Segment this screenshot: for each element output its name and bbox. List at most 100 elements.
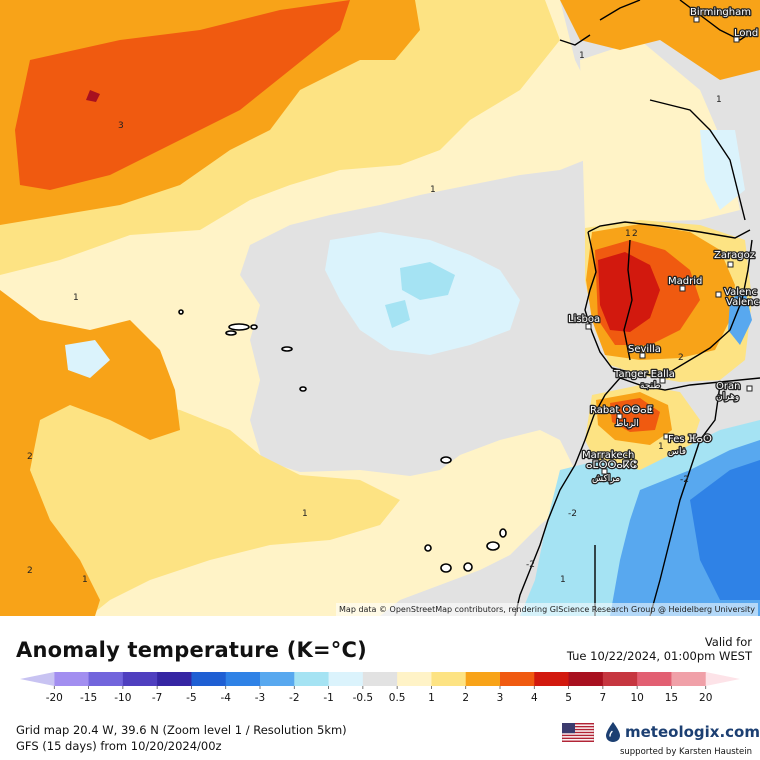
coastline-france: [649, 99, 746, 221]
map-attribution[interactable]: Map data © OpenStreetMap contributors, r…: [336, 603, 758, 616]
color-swatch: [54, 672, 90, 686]
contour-label: 1: [560, 575, 566, 585]
city-label: مراكش: [592, 474, 620, 484]
contour-label: 3: [118, 121, 124, 131]
city-label: Valenc: [726, 297, 759, 308]
border-morocco-algeria: [649, 384, 721, 616]
color-swatch: [20, 672, 55, 686]
contour-label: -2: [526, 560, 535, 570]
color-scale-tick-label: 3: [497, 692, 504, 704]
contour-label: 2: [632, 229, 638, 239]
city-label: Madrid: [668, 276, 702, 287]
island-madeira: [440, 456, 452, 464]
color-swatch: [157, 672, 192, 686]
island-azores-2: [250, 324, 258, 330]
anomaly-zone-mid-blue-atlantic: [400, 262, 455, 300]
color-scale-tick-label: -20: [46, 692, 63, 704]
anomaly-zone-mid-blue-atlantic-2: [385, 300, 410, 328]
color-scale-tick-label: -0.5: [353, 692, 374, 704]
contour-label: 1: [716, 95, 722, 105]
anomaly-zone-orange-uk: [560, 0, 760, 80]
brand-logo[interactable]: meteologix.com: [604, 720, 760, 744]
city-label: Sevilla: [628, 344, 661, 355]
color-scale-tick-label: 2: [462, 692, 469, 704]
brand-name: meteologix.com: [625, 723, 760, 741]
color-scale-tick-label: 1: [428, 692, 435, 704]
contour-label: 2: [678, 353, 684, 363]
city-marker-madrid: [679, 285, 686, 292]
city-label: وهران: [716, 392, 739, 402]
city-label: Fes ⴼⴰⵙ: [668, 434, 712, 445]
contour-label: -2: [680, 475, 689, 485]
color-scale-tick-label: -2: [289, 692, 299, 704]
contour-label: 2: [27, 452, 33, 462]
anomaly-zone-light-blue-west: [65, 340, 110, 378]
color-swatch: [465, 672, 501, 686]
anomaly-zone-light-yellow-2: [580, 40, 740, 230]
island-canary-2: [440, 563, 452, 573]
model-info: GFS (15 days) from 10/20/2024/00z: [16, 739, 222, 753]
color-swatch: [534, 672, 570, 686]
anomaly-zone-yellow-south: [0, 370, 400, 616]
city-label: فاس: [668, 447, 686, 457]
city-label: Marrakech: [582, 450, 634, 461]
contour-label: 1: [625, 229, 631, 239]
color-swatch: [500, 672, 535, 686]
city-label: Lisboa: [568, 314, 600, 325]
valid-time: Tue 10/22/2024, 01:00pm WEST: [566, 649, 752, 663]
city-label: Valenc: [724, 287, 757, 298]
color-swatch: [671, 672, 707, 686]
coastline-uk: [559, 0, 756, 46]
city-markers: [585, 16, 753, 475]
color-swatch: [191, 672, 227, 686]
color-scale-ticks: -20 -15 -10 -7 -5 -4 -3 -2 -1 -0.5 0.5 1 2 3 4 5 7 10 15 20: [46, 686, 712, 704]
city-label: Tanger Ealla: [613, 369, 675, 380]
color-swatch: [362, 672, 398, 686]
island-azores-6: [178, 309, 184, 315]
color-swatch: [568, 672, 604, 686]
color-swatch: [602, 672, 638, 686]
color-scale-tick-label: 10: [630, 692, 643, 704]
anomaly-zone-red-orange-north: [15, 0, 350, 190]
city-marker-fes: [663, 433, 670, 440]
anomaly-zone-blue-spain-east: [728, 290, 752, 345]
contour-label: 1: [82, 575, 88, 585]
color-swatch: [260, 672, 295, 686]
city-label: الرباط: [615, 419, 639, 429]
valid-for-label: Valid for: [704, 635, 752, 649]
island-canary-5: [499, 528, 507, 538]
anomaly-zone-deep-red: [598, 252, 660, 332]
map-canvas: Birmingham Lond Zaragoz Madrid Valenc Va…: [0, 0, 760, 616]
city-label: Oran: [716, 381, 740, 392]
city-marker-lisboa: [585, 323, 592, 330]
support-credit: supported by Karsten Haustein: [619, 747, 752, 757]
city-marker-marrakech: [601, 468, 608, 475]
color-scale-tick-label: -1: [323, 692, 333, 704]
city-label: Zaragoz: [714, 250, 755, 261]
color-swatch: [122, 672, 158, 686]
city-marker-london: [733, 36, 740, 43]
coastline-iberia: [584, 221, 753, 376]
droplet-logo-icon: [606, 722, 620, 742]
city-marker-rabat: [616, 413, 623, 420]
color-scale-tick-label: 20: [699, 692, 712, 704]
color-scale-swatches: [20, 672, 740, 686]
anomaly-zone-red-orange-morocco: [610, 398, 660, 432]
color-scale: -20 -15 -10 -7 -5 -4 -3 -2 -1 -0.5 0.5 1 2 3 4 5 7 10 15 20: [20, 672, 740, 704]
anomaly-zone-deep-red-2: [86, 90, 100, 102]
contour-label: 2: [27, 566, 33, 576]
city-marker-birmingham: [693, 16, 700, 23]
us-flag-icon[interactable]: [562, 723, 594, 742]
color-swatch: [88, 672, 124, 686]
color-scale-tick-label: -15: [80, 692, 97, 704]
color-swatch: [225, 672, 261, 686]
color-swatch: [637, 672, 672, 686]
color-scale-tick-label: -3: [255, 692, 265, 704]
color-scale-tick-label: 4: [531, 692, 538, 704]
city-marker-oran: [746, 385, 753, 392]
grid-info: Grid map 20.4 W, 39.6 N (Zoom level 1 / …: [16, 723, 347, 737]
color-scale-tick-label: -5: [186, 692, 196, 704]
anomaly-map[interactable]: Birmingham Lond Zaragoz Madrid Valenc Va…: [0, 0, 760, 616]
color-swatch: [294, 672, 330, 686]
islands: [178, 309, 507, 573]
